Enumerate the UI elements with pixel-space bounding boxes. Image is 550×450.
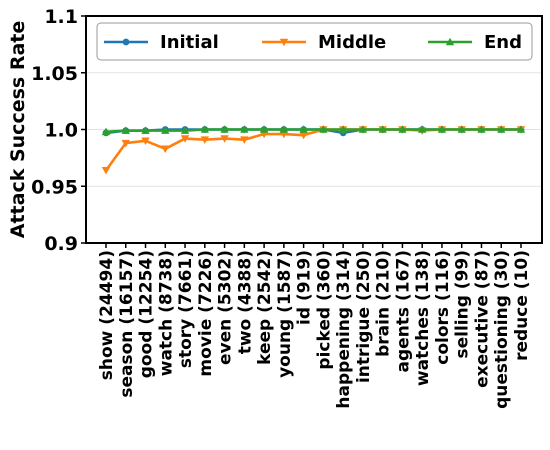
series-end bbox=[101, 125, 526, 136]
x-tick-label: two (4388) bbox=[235, 250, 255, 354]
data-point bbox=[141, 126, 150, 134]
legend-label: End bbox=[484, 32, 522, 53]
x-tick-label: young (1587) bbox=[275, 250, 295, 378]
data-point bbox=[240, 136, 249, 144]
x-tick-label: good (12254) bbox=[137, 250, 157, 378]
data-point bbox=[299, 131, 308, 140]
data-point bbox=[101, 167, 111, 175]
data-point bbox=[477, 125, 486, 133]
axes: 0.9 0.95 1.0 1.05 1.1 show (24494) season (161… bbox=[31, 6, 532, 409]
x-tick-label: keep (2542) bbox=[255, 250, 275, 365]
y-tick-label: 1.0 bbox=[44, 120, 78, 142]
legend-label: Middle bbox=[318, 32, 386, 53]
x-tick-label: watch (8738) bbox=[156, 250, 176, 376]
x-tick-label: executive (87) bbox=[472, 250, 492, 388]
data-point bbox=[180, 135, 190, 143]
x-tick-label: agents (167) bbox=[393, 250, 413, 372]
legend-item-end: End bbox=[428, 32, 522, 53]
legend-item-middle: Middle bbox=[262, 32, 386, 53]
series-line-end bbox=[105, 128, 521, 134]
data-point bbox=[299, 125, 308, 133]
x-tick-label: intrigue (250) bbox=[354, 250, 374, 383]
x-tick-label: questioning (30) bbox=[492, 250, 512, 409]
data-point bbox=[220, 125, 229, 133]
x-tick-label: show (24494) bbox=[97, 250, 117, 380]
x-tick-label: watches (138) bbox=[413, 250, 433, 386]
x-tick-label: happening (314) bbox=[334, 250, 354, 409]
data-point bbox=[200, 136, 210, 144]
data-point bbox=[121, 139, 130, 148]
legend-item-initial: Initial bbox=[104, 32, 219, 53]
data-point bbox=[516, 125, 526, 133]
y-tick-label: 0.9 bbox=[44, 233, 78, 255]
data-point bbox=[279, 38, 289, 47]
x-tick-label: movie (7226) bbox=[196, 250, 216, 377]
legend-label: Initial bbox=[160, 32, 219, 53]
x-tick-label: story (7661) bbox=[176, 250, 196, 368]
data-point bbox=[497, 125, 506, 133]
data-point bbox=[319, 125, 328, 133]
x-tick-label: id (919) bbox=[295, 250, 315, 325]
y-tick-label: 1.05 bbox=[31, 63, 78, 85]
data-point bbox=[220, 135, 229, 143]
data-point bbox=[338, 125, 348, 133]
series-line-middle bbox=[104, 128, 521, 172]
data-point bbox=[122, 38, 130, 46]
series-layer bbox=[101, 125, 526, 175]
y-tick-label: 0.95 bbox=[31, 176, 78, 198]
data-point bbox=[437, 125, 447, 133]
data-point bbox=[445, 37, 455, 46]
y-axis-label: Attack Success Rate bbox=[7, 21, 29, 238]
data-point bbox=[240, 125, 249, 133]
x-tick-label: even (5302) bbox=[216, 250, 236, 365]
data-point bbox=[417, 125, 427, 133]
data-point bbox=[200, 125, 210, 133]
x-tick-label: colors (116) bbox=[433, 250, 453, 365]
data-point bbox=[259, 125, 269, 133]
legend-box bbox=[96, 22, 533, 61]
data-point bbox=[358, 125, 368, 133]
legend: Initial Middle End bbox=[96, 22, 533, 61]
data-point bbox=[121, 126, 130, 134]
y-tick-label: 1.1 bbox=[44, 6, 78, 28]
data-point bbox=[161, 126, 170, 134]
data-point bbox=[398, 125, 407, 133]
x-tick-label: brain (210) bbox=[374, 250, 394, 357]
x-tick-label: selling (99) bbox=[453, 250, 473, 359]
data-point bbox=[279, 125, 289, 133]
data-point bbox=[141, 137, 150, 146]
data-point bbox=[378, 125, 387, 133]
data-point bbox=[161, 145, 170, 153]
data-point bbox=[457, 125, 466, 133]
data-point bbox=[180, 126, 190, 134]
x-tick-label: reduce (10) bbox=[512, 250, 532, 361]
x-tick-label: season (16157) bbox=[117, 250, 137, 398]
data-point bbox=[101, 127, 111, 136]
x-tick-label: picked (360) bbox=[314, 250, 334, 370]
